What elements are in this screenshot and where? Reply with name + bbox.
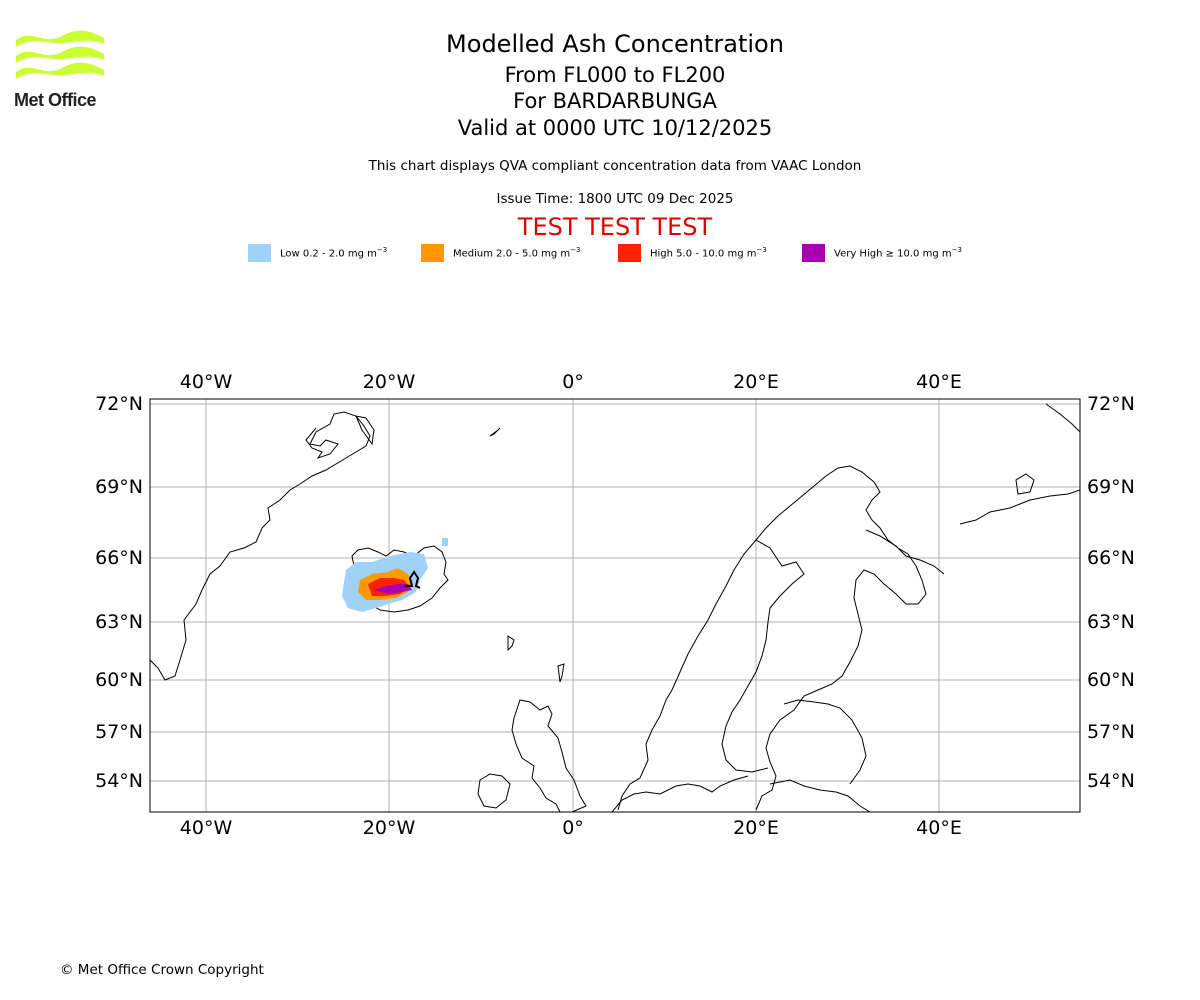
- lon-label: 40°E: [916, 817, 962, 839]
- lon-label: 20°W: [363, 817, 416, 839]
- logo-text: Met Office: [14, 90, 97, 110]
- lat-labels-right: 72°N 69°N 66°N 63°N 60°N 57°N 54°N: [1087, 393, 1135, 792]
- lon-labels-top: 40°W 20°W 0° 20°E 40°E: [180, 371, 962, 393]
- lon-label: 20°E: [733, 817, 779, 839]
- lat-label: 60°N: [1087, 669, 1135, 691]
- legend-label-low: Low 0.2 - 2.0 mg m−3: [280, 246, 388, 260]
- legend-swatch-medium: [421, 244, 444, 262]
- concentration-legend: Low 0.2 - 2.0 mg m−3 Medium 2.0 - 5.0 mg…: [0, 244, 1200, 264]
- legend-swatch-high: [618, 244, 641, 262]
- copyright: © Met Office Crown Copyright: [60, 962, 264, 978]
- lat-label: 63°N: [95, 611, 143, 633]
- lon-label: 40°E: [916, 371, 962, 393]
- lon-label: 20°W: [363, 371, 416, 393]
- flight-levels: From FL000 to FL200: [504, 63, 726, 87]
- ash-plume: [342, 538, 448, 612]
- lat-label: 69°N: [95, 476, 143, 498]
- lon-label: 0°: [562, 371, 584, 393]
- lat-label: 72°N: [95, 393, 143, 415]
- lon-label: 40°W: [180, 817, 233, 839]
- lat-label: 72°N: [1087, 393, 1135, 415]
- legend-label-very-high: Very High ≥ 10.0 mg m−3: [834, 246, 962, 260]
- met-office-waves-icon: [16, 30, 104, 79]
- legend-label-high: High 5.0 - 10.0 mg m−3: [650, 246, 767, 260]
- lat-label: 66°N: [95, 547, 143, 569]
- met-office-logo: Met Office: [14, 30, 106, 112]
- chart-title: Modelled Ash Concentration: [446, 30, 784, 58]
- legend-label-medium: Medium 2.0 - 5.0 mg m−3: [453, 246, 581, 260]
- lat-label: 54°N: [95, 770, 143, 792]
- lat-label: 54°N: [1087, 770, 1135, 792]
- legend-item-low: Low 0.2 - 2.0 mg m−3: [248, 244, 387, 262]
- issue-time: Issue Time: 1800 UTC 09 Dec 2025: [496, 191, 734, 207]
- volcano-name: For BARDARBUNGA: [513, 89, 717, 113]
- map-frame: [149, 398, 1081, 813]
- map-gridlines: [150, 399, 1080, 812]
- lat-label: 63°N: [1087, 611, 1135, 633]
- lon-label: 0°: [562, 817, 584, 839]
- lon-label: 20°E: [733, 371, 779, 393]
- legend-swatch-low: [248, 244, 271, 262]
- legend-swatch-very-high: [802, 244, 825, 262]
- greenland-coast: [150, 411, 371, 681]
- map-svg: 40°W 20°W 0° 20°E 40°E 40°W 20°W 0° 20°E…: [95, 371, 1135, 839]
- volcano-marker-icon: [404, 570, 421, 589]
- british-isles-coast: [511, 699, 587, 812]
- ash-very-high: [374, 584, 412, 594]
- lon-label: 40°W: [180, 371, 233, 393]
- test-banner: TEST TEST TEST: [517, 213, 713, 241]
- legend-item-high: High 5.0 - 10.0 mg m−3: [618, 244, 767, 262]
- lat-label: 60°N: [95, 669, 143, 691]
- lat-label: 66°N: [1087, 547, 1135, 569]
- lon-labels-bottom: 40°W 20°W 0° 20°E 40°E: [180, 817, 962, 839]
- chart-description: This chart displays QVA compliant concen…: [368, 158, 862, 174]
- valid-time: Valid at 0000 UTC 10/12/2025: [457, 116, 773, 140]
- legend-item-medium: Medium 2.0 - 5.0 mg m−3: [421, 244, 580, 262]
- ash-low-small: [442, 538, 448, 546]
- lat-label: 69°N: [1087, 476, 1135, 498]
- lat-label: 57°N: [1087, 721, 1135, 743]
- lat-label: 57°N: [95, 721, 143, 743]
- legend-item-very-high: Very High ≥ 10.0 mg m−3: [802, 244, 962, 262]
- ash-map: 40°W 20°W 0° 20°E 40°E 40°W 20°W 0° 20°E…: [0, 360, 1200, 840]
- coastlines: [150, 403, 1080, 812]
- lat-labels-left: 72°N 69°N 66°N 63°N 60°N 57°N 54°N: [95, 393, 143, 792]
- scandinavia-coast: [617, 465, 927, 811]
